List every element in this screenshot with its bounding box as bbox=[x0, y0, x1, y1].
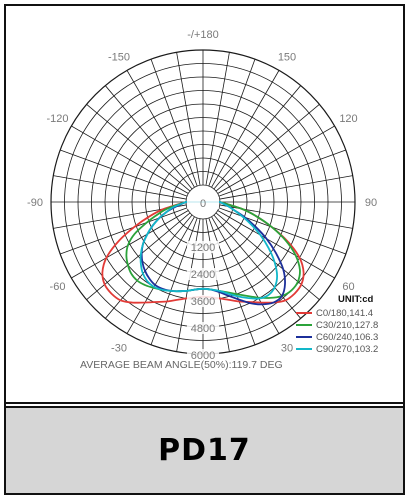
grid-spoke bbox=[71, 125, 189, 194]
grid-spoke bbox=[126, 216, 195, 334]
grid-spoke bbox=[211, 70, 280, 188]
grid-spoke bbox=[211, 216, 280, 334]
angle-label: -60 bbox=[50, 281, 66, 293]
angle-label: -120 bbox=[46, 113, 68, 125]
product-label-band: PD17 bbox=[6, 406, 403, 493]
grid-spoke bbox=[205, 52, 230, 186]
legend-entry: C0/180,141.4 bbox=[316, 308, 373, 319]
angle-label: 30 bbox=[281, 342, 293, 354]
grid-spoke bbox=[217, 125, 335, 194]
radial-tick-labels: 0 1200 2400 3600 4800 6000 bbox=[187, 197, 219, 362]
angle-labels: -/+180 -150 150 -120 120 -90 90 -60 60 -30 30 bbox=[27, 29, 377, 354]
unit-label: UNIT:cd bbox=[338, 294, 374, 305]
tick-label-bg bbox=[187, 295, 219, 307]
grid-spoke bbox=[86, 103, 191, 192]
series-curve-3 bbox=[139, 201, 278, 300]
grid-spoke bbox=[86, 212, 191, 301]
angle-label: 60 bbox=[342, 281, 354, 293]
legend: UNIT:cd C0/180,141.4C30/210,127.8C60/240,… bbox=[296, 294, 378, 355]
grid-spoke bbox=[60, 149, 188, 197]
grid-spoke bbox=[219, 175, 353, 200]
polar-chart: 0 1200 2400 3600 4800 6000 -/+180 -150 150 -120 1… bbox=[27, 29, 378, 371]
legend-entry: C30/210,127.8 bbox=[316, 320, 378, 331]
grid-spoke bbox=[215, 103, 320, 192]
grid-spoke bbox=[60, 207, 188, 255]
polar-chart-panel: 0 1200 2400 3600 4800 6000 -/+180 -150 150 -120 1… bbox=[6, 6, 403, 404]
grid-spoke bbox=[126, 70, 195, 188]
radial-tick-label: 6000 bbox=[191, 350, 215, 362]
grid-spoke bbox=[53, 175, 187, 200]
tick-label-bg bbox=[187, 322, 219, 334]
angle-label: -30 bbox=[111, 342, 127, 354]
product-card: 0 1200 2400 3600 4800 6000 -/+180 -150 150 -120 1… bbox=[4, 4, 405, 495]
radial-tick-label: 1200 bbox=[191, 242, 215, 254]
legend-entry: C60/240,106.3 bbox=[316, 332, 378, 343]
grid-spoke bbox=[150, 217, 198, 345]
tick-label-bg bbox=[187, 268, 219, 280]
grid-spoke bbox=[208, 59, 256, 187]
grid-spoke bbox=[217, 210, 335, 279]
tick-label-bg bbox=[187, 197, 219, 209]
radial-tick-label: 2400 bbox=[191, 269, 215, 281]
legend-entry: C90/270,103.2 bbox=[316, 344, 378, 355]
angle-label: 90 bbox=[365, 197, 377, 209]
tick-label-bg bbox=[187, 241, 219, 253]
grid-spoke bbox=[215, 212, 320, 301]
grid-spoke bbox=[205, 218, 230, 352]
beam-angle-text: AVERAGE BEAM ANGLE(50%):119.7 DEG bbox=[80, 359, 283, 371]
radial-tick-label: 3600 bbox=[191, 296, 215, 308]
tick-label-bg bbox=[187, 349, 219, 361]
grid-spoke bbox=[71, 210, 189, 279]
grid-spoke bbox=[176, 52, 201, 186]
radial-tick-label: 4800 bbox=[191, 323, 215, 335]
angle-label: -/+180 bbox=[187, 29, 219, 41]
product-name: PD17 bbox=[158, 433, 251, 468]
grid-spoke bbox=[208, 217, 256, 345]
angle-label: 120 bbox=[339, 113, 357, 125]
grid-spoke bbox=[176, 218, 201, 352]
angle-label: 150 bbox=[278, 52, 296, 64]
grid-spoke bbox=[213, 85, 302, 190]
grid-spoke bbox=[104, 214, 193, 319]
grid-spoke bbox=[150, 59, 198, 187]
radial-tick-label: 0 bbox=[200, 198, 206, 210]
grid-spoke bbox=[104, 85, 193, 190]
angle-label: -150 bbox=[108, 52, 130, 64]
angle-label: -90 bbox=[27, 197, 43, 209]
grid-spoke bbox=[218, 149, 346, 197]
grid-spoke bbox=[213, 214, 302, 319]
